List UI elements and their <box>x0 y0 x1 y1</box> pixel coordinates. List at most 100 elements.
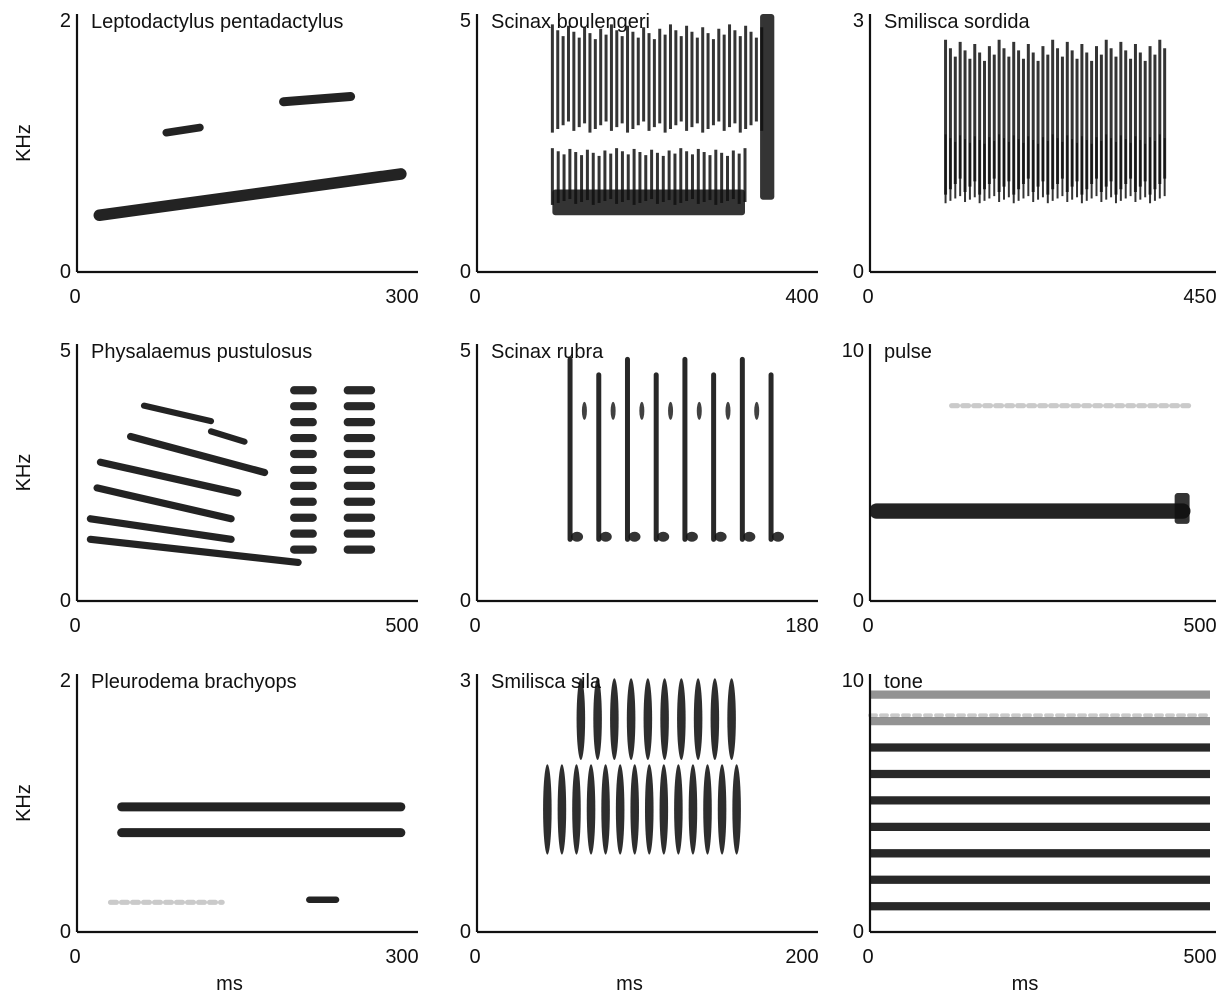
spectrogram-marks <box>107 802 406 905</box>
note-foot <box>772 531 785 542</box>
note-oval <box>610 678 619 760</box>
harmonic-bar <box>343 402 376 411</box>
harmonic-bar <box>343 497 376 506</box>
note-dot <box>696 401 702 420</box>
panel-title: Smilisca sordida <box>884 11 1030 33</box>
note-foot <box>743 531 756 542</box>
panel-leptodactylus-pentadactylus: Leptodactylus pentadactylus 2 0 0 300 KHz <box>0 0 420 330</box>
panel-title: tone <box>884 671 923 693</box>
x-tick-label-left: 0 <box>469 286 480 308</box>
panel-pleurodema-brachyops: Pleurodema brachyops 2 0 0 300 KHz ms <box>0 660 420 991</box>
spectrogram-marks <box>543 678 741 855</box>
y-tick-label-bottom: 0 <box>60 921 71 943</box>
panel-svg: tone 10 0 0 500 ms <box>842 670 1217 991</box>
panel-scinax-rubra: Scinax rubra 5 0 0 180 <box>420 330 820 660</box>
frequency-band <box>279 92 356 107</box>
spectrogram-marks <box>868 690 1212 911</box>
harmonic-bar <box>290 545 317 554</box>
note-oval <box>660 678 669 760</box>
x-tick-label-left: 0 <box>862 615 873 637</box>
x-tick-label-right: 300 <box>385 286 418 308</box>
note-oval <box>626 678 636 760</box>
energy-block <box>552 189 745 216</box>
harmonic-bar <box>343 545 376 554</box>
x-tick-label-right: 500 <box>1183 615 1216 637</box>
y-tick-label-top: 2 <box>60 10 71 32</box>
note-oval <box>693 678 703 760</box>
y-tick-label-top: 5 <box>460 340 471 362</box>
x-tick-label-left: 0 <box>469 946 480 968</box>
spectrogram-marks <box>550 14 775 216</box>
x-tick-label-left: 0 <box>69 946 80 968</box>
note-oval <box>674 764 683 855</box>
note-dot <box>668 401 674 420</box>
panel-svg: Smilisca sordida 3 0 0 450 <box>853 10 1217 308</box>
spectrogram-marks <box>944 39 1167 204</box>
note-foot <box>628 531 641 542</box>
note-dot <box>754 401 760 420</box>
harmonic-bar <box>343 386 376 395</box>
harmonic-bar <box>290 433 317 443</box>
note-foot <box>685 531 698 542</box>
x-axis-label: ms <box>1012 973 1039 991</box>
harmonic-bar <box>290 386 317 395</box>
panel-smilisca-sordida: Smilisca sordida 3 0 0 450 <box>820 0 1218 330</box>
note-dot <box>610 401 616 420</box>
y-axis-label: KHz <box>13 784 35 822</box>
panel-pulse: pulse 10 0 0 500 <box>820 330 1218 660</box>
y-tick-label-top: 3 <box>853 10 864 32</box>
harmonic-bar <box>290 513 317 522</box>
note-oval <box>593 678 602 760</box>
note-oval <box>643 678 653 760</box>
harmonic-bar <box>343 529 376 538</box>
harmonic-bar <box>343 513 376 522</box>
panel-title: Scinax rubra <box>491 341 604 363</box>
y-tick-label-bottom: 0 <box>460 261 471 283</box>
note-oval <box>572 764 581 855</box>
x-tick-label-left: 0 <box>862 946 873 968</box>
panel-title: pulse <box>884 341 932 363</box>
note-oval <box>688 764 698 855</box>
spectrogram-marks <box>869 403 1193 524</box>
note-oval <box>557 764 567 855</box>
x-tick-label-left: 0 <box>69 615 80 637</box>
harmonic-bar <box>290 497 317 506</box>
y-tick-label-top: 10 <box>842 340 864 362</box>
spectrogram-marks <box>93 92 407 222</box>
panel-title: Physalaemus pustulosus <box>91 341 312 363</box>
harmonic-bar <box>343 465 376 475</box>
harmonic-bar <box>290 529 317 538</box>
note-foot <box>657 531 670 542</box>
y-tick-label-bottom: 0 <box>853 261 864 283</box>
harmonic-bar <box>290 402 317 411</box>
note-oval <box>732 764 741 855</box>
spectrogram-marks <box>86 386 376 567</box>
panel-svg: Scinax rubra 5 0 0 180 <box>460 340 819 637</box>
harmonic-bar <box>343 449 376 459</box>
frequency-band <box>86 535 302 567</box>
frequency-band <box>207 428 248 445</box>
note-dot <box>725 401 731 420</box>
harmonic-bar <box>290 481 317 490</box>
energy-block <box>760 14 775 200</box>
y-tick-label-top: 3 <box>460 670 471 692</box>
y-axis-label: KHz <box>13 454 35 492</box>
panel-svg: Leptodactylus pentadactylus 2 0 0 300 KHz <box>13 10 419 308</box>
y-tick-label-bottom: 0 <box>60 590 71 612</box>
note-oval <box>703 764 712 855</box>
panel-scinax-boulengeri: Scinax boulengeri 5 0 0 400 <box>420 0 820 330</box>
energy-block <box>1174 493 1190 524</box>
panel-title: Leptodactylus pentadactylus <box>91 11 343 33</box>
frequency-band <box>93 484 235 523</box>
note-foot <box>714 531 727 542</box>
note-oval <box>727 678 736 760</box>
y-tick-label-top: 10 <box>842 670 864 692</box>
y-tick-label-top: 5 <box>460 10 471 32</box>
y-tick-label-top: 5 <box>60 340 71 362</box>
note-oval <box>543 764 552 855</box>
frequency-band <box>140 402 215 425</box>
x-tick-label-right: 300 <box>385 946 418 968</box>
panel-svg: pulse 10 0 0 500 <box>842 340 1217 637</box>
